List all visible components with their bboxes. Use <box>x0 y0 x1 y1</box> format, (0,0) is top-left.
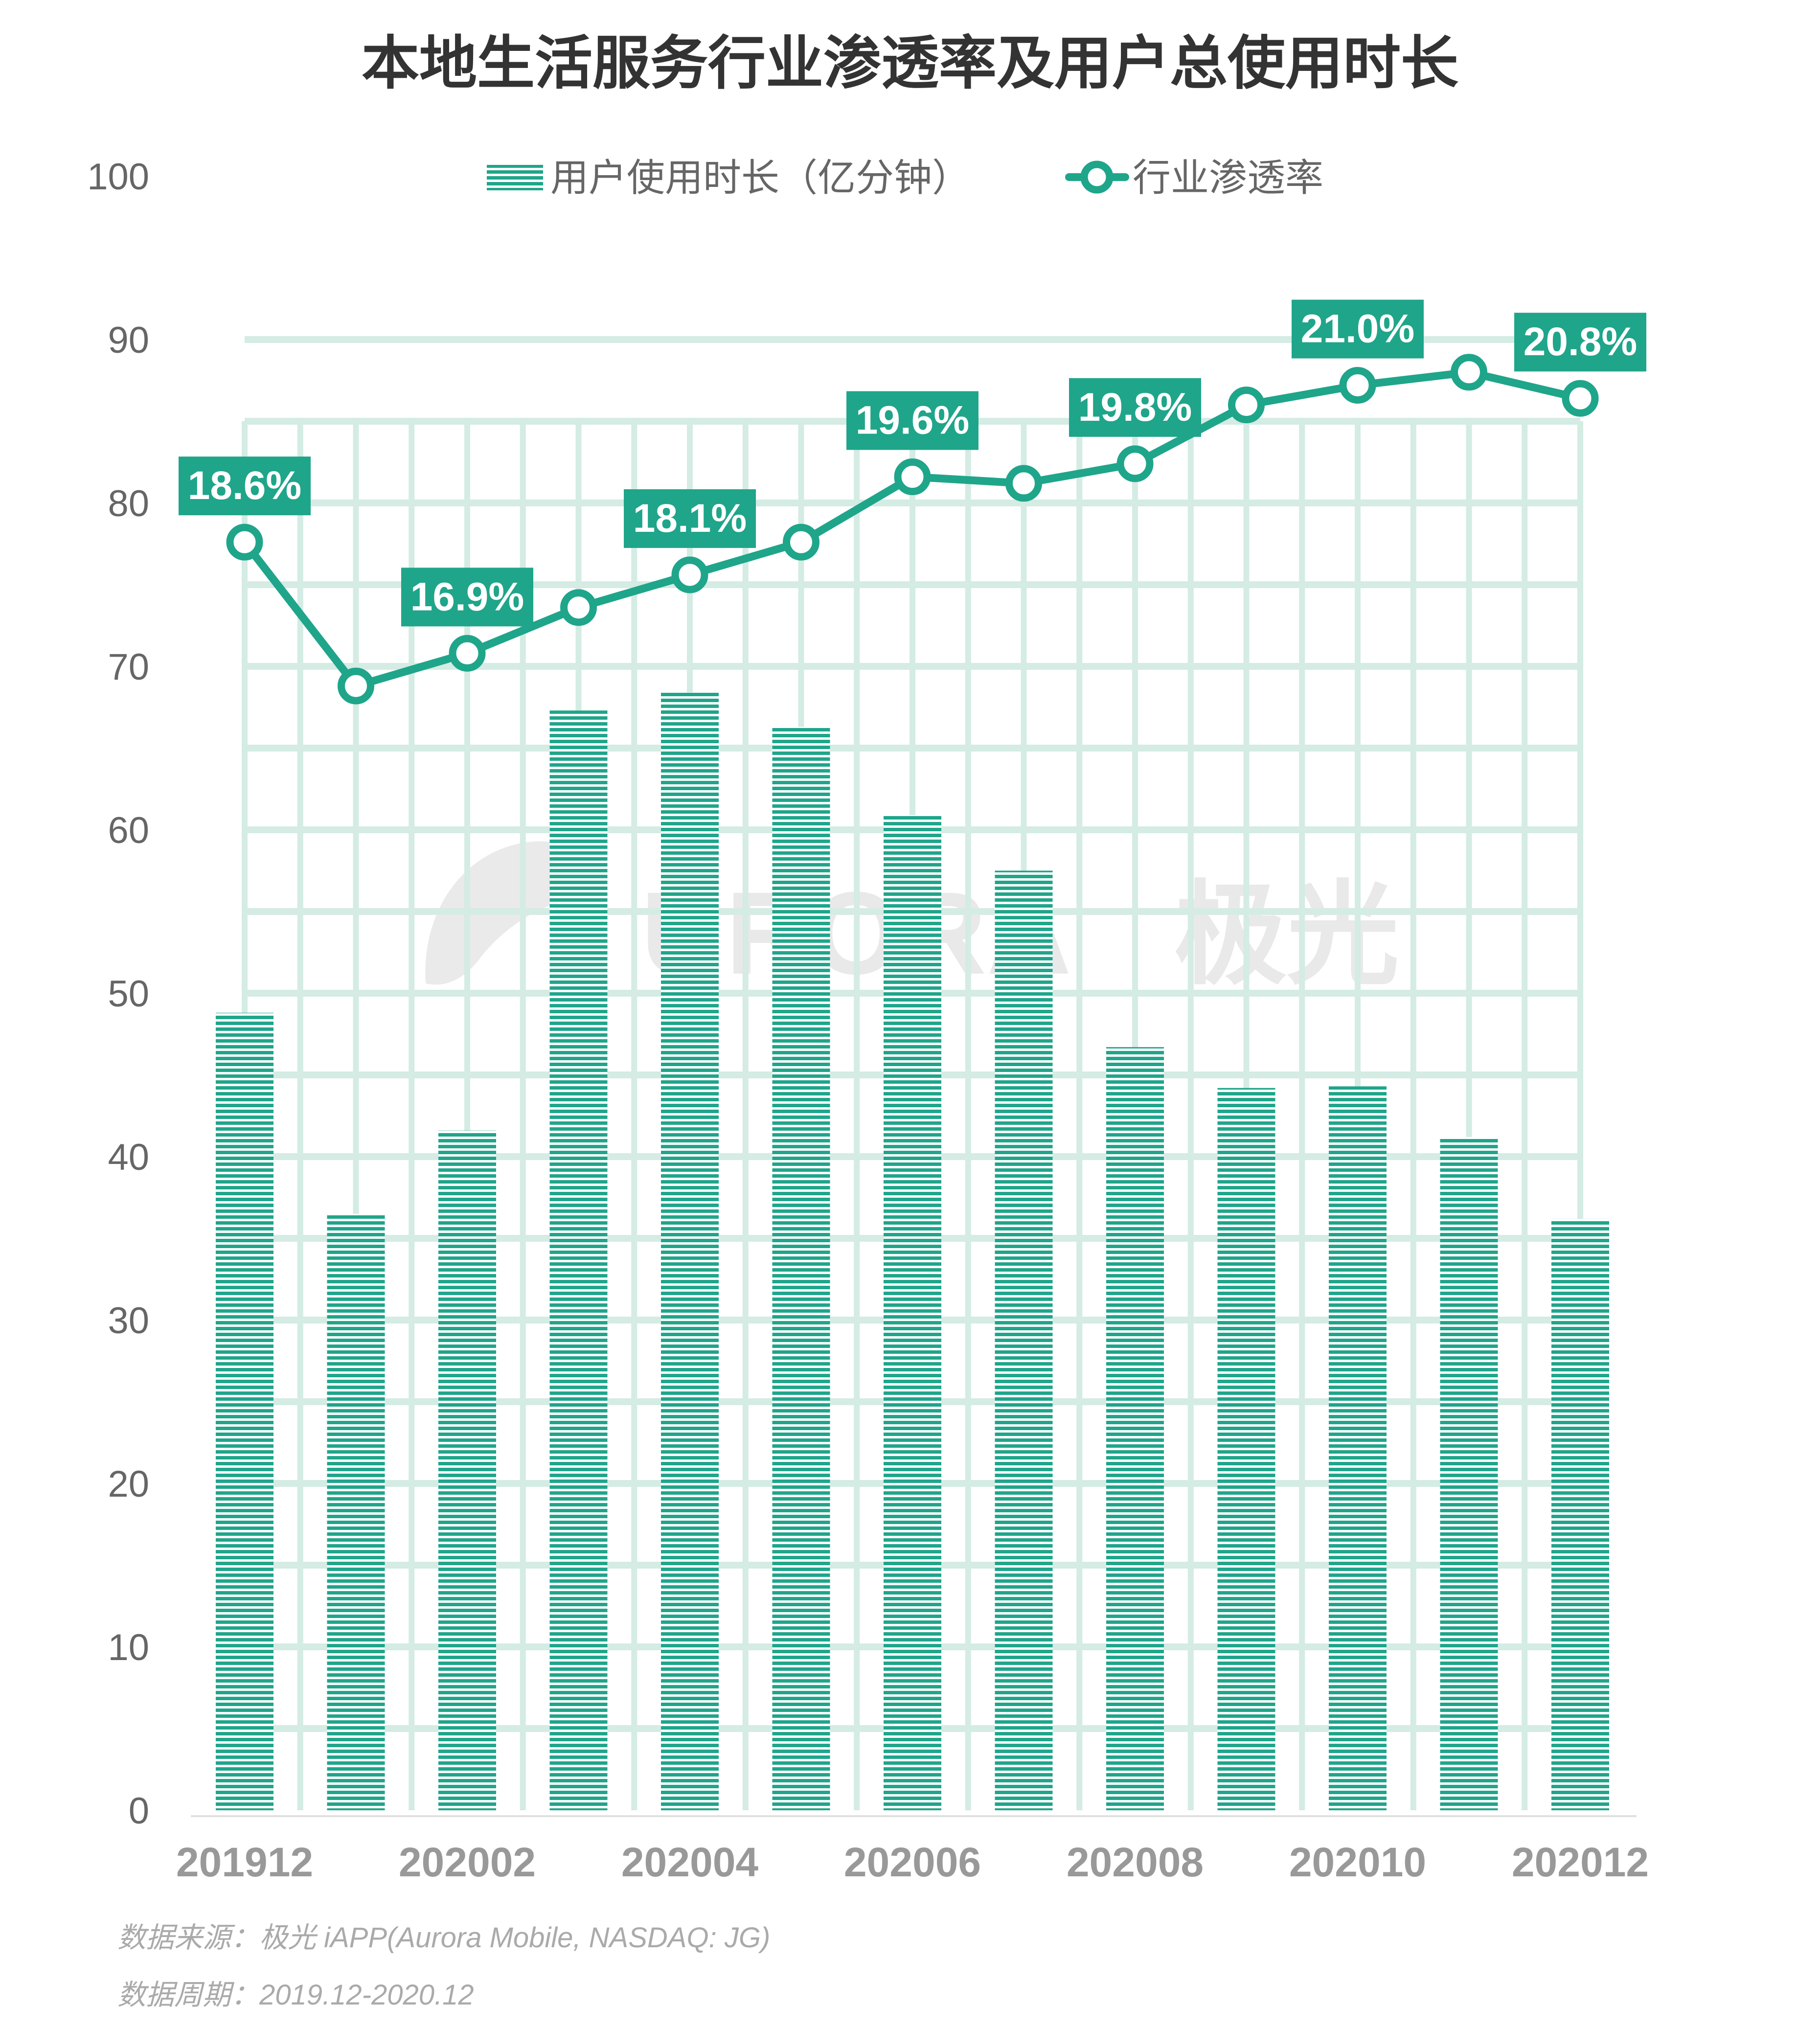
data-label: 18.6% <box>188 463 302 508</box>
data-label: 21.0% <box>1301 307 1415 351</box>
chart-title: 本地生活服务行业渗透率及用户总使用时长 <box>362 29 1458 97</box>
line-series <box>226 354 1599 705</box>
legend-label-line: 行业渗透率 <box>1133 156 1323 200</box>
y-tick-label: 50 <box>108 973 149 1015</box>
data-label-box <box>401 568 533 627</box>
bar <box>995 870 1053 1810</box>
rate-point <box>894 458 931 496</box>
data-label-box <box>1514 313 1646 372</box>
data-label-box <box>1069 378 1201 437</box>
rate-point <box>226 524 263 561</box>
data-label: 18.1% <box>633 496 747 541</box>
rate-point <box>1562 380 1599 417</box>
data-label-box <box>179 456 311 516</box>
x-tick-label: 202010 <box>1289 1839 1426 1885</box>
x-tick-label: 202008 <box>1067 1839 1204 1885</box>
x-tick-label: 202006 <box>844 1839 981 1885</box>
x-tick-label: 202012 <box>1512 1839 1649 1885</box>
data-labels: 18.6% 16.9% 18.1% 19.6% 19.8% 21.0% 20.8% <box>179 299 1646 627</box>
y-tick-label: 60 <box>108 810 149 851</box>
watermark-cn: 极光 <box>1174 870 1399 1001</box>
y-tick-label: 80 <box>108 483 149 524</box>
data-label-box <box>846 391 978 450</box>
data-label: 19.8% <box>1078 385 1192 430</box>
legend-swatch-marker <box>1080 160 1114 194</box>
x-axis: 201912 202002 202004 202006 202008 202010 2020… <box>176 1839 1649 1885</box>
legend-label-bar: 用户使用时长（亿分钟） <box>550 156 970 200</box>
rate-point <box>783 524 819 561</box>
data-label: 20.8% <box>1524 319 1638 364</box>
data-label: 16.9% <box>410 574 524 619</box>
y-tick-label: 20 <box>108 1463 149 1505</box>
x-tick-label: 202004 <box>621 1839 759 1885</box>
bar <box>772 727 830 1810</box>
x-tick-label: 202002 <box>399 1839 536 1885</box>
bar <box>1551 1218 1609 1810</box>
y-tick-label: 70 <box>108 646 149 688</box>
bar <box>438 1130 496 1810</box>
bar <box>1106 1047 1164 1810</box>
bar <box>549 710 608 1810</box>
rate-point <box>560 589 597 626</box>
rate-point <box>1451 354 1487 391</box>
legend: 用户使用时长（亿分钟） 行业渗透率 <box>487 156 1323 200</box>
bar <box>1217 1088 1275 1810</box>
bar <box>1329 1086 1387 1810</box>
data-label-box <box>624 489 756 548</box>
source-line-2: 数据周期：2019.12-2020.12 <box>117 1979 474 2011</box>
y-tick-label: 0 <box>129 1790 149 1832</box>
rate-point <box>1339 367 1376 404</box>
rate-point <box>671 556 708 593</box>
rate-point <box>1116 445 1154 482</box>
rate-point <box>1005 465 1042 502</box>
y-tick-label: 90 <box>108 319 149 361</box>
x-tick-label: 201912 <box>176 1839 313 1885</box>
rate-point <box>449 635 486 672</box>
bar <box>327 1213 385 1810</box>
y-tick-label: 10 <box>108 1627 149 1668</box>
bar <box>661 692 719 1810</box>
rate-point <box>338 667 374 705</box>
bar-series <box>216 692 1609 1810</box>
data-label: 19.6% <box>856 398 970 443</box>
y-tick-label: 40 <box>108 1137 149 1178</box>
rate-point <box>1228 387 1265 424</box>
legend-swatch-bar <box>487 165 543 190</box>
data-label-box <box>1292 299 1424 359</box>
y-tick-label: 30 <box>108 1300 149 1342</box>
bar <box>1440 1137 1498 1810</box>
y-axis: 0 10 20 30 40 50 60 70 80 90 100 <box>87 156 149 1832</box>
bar <box>884 815 941 1810</box>
y-tick-label: 100 <box>87 156 149 198</box>
bar <box>216 1013 273 1810</box>
source-line-1: 数据来源：极光 iAPP(Aurora Mobile, NASDAQ: JG) <box>117 1922 770 1954</box>
